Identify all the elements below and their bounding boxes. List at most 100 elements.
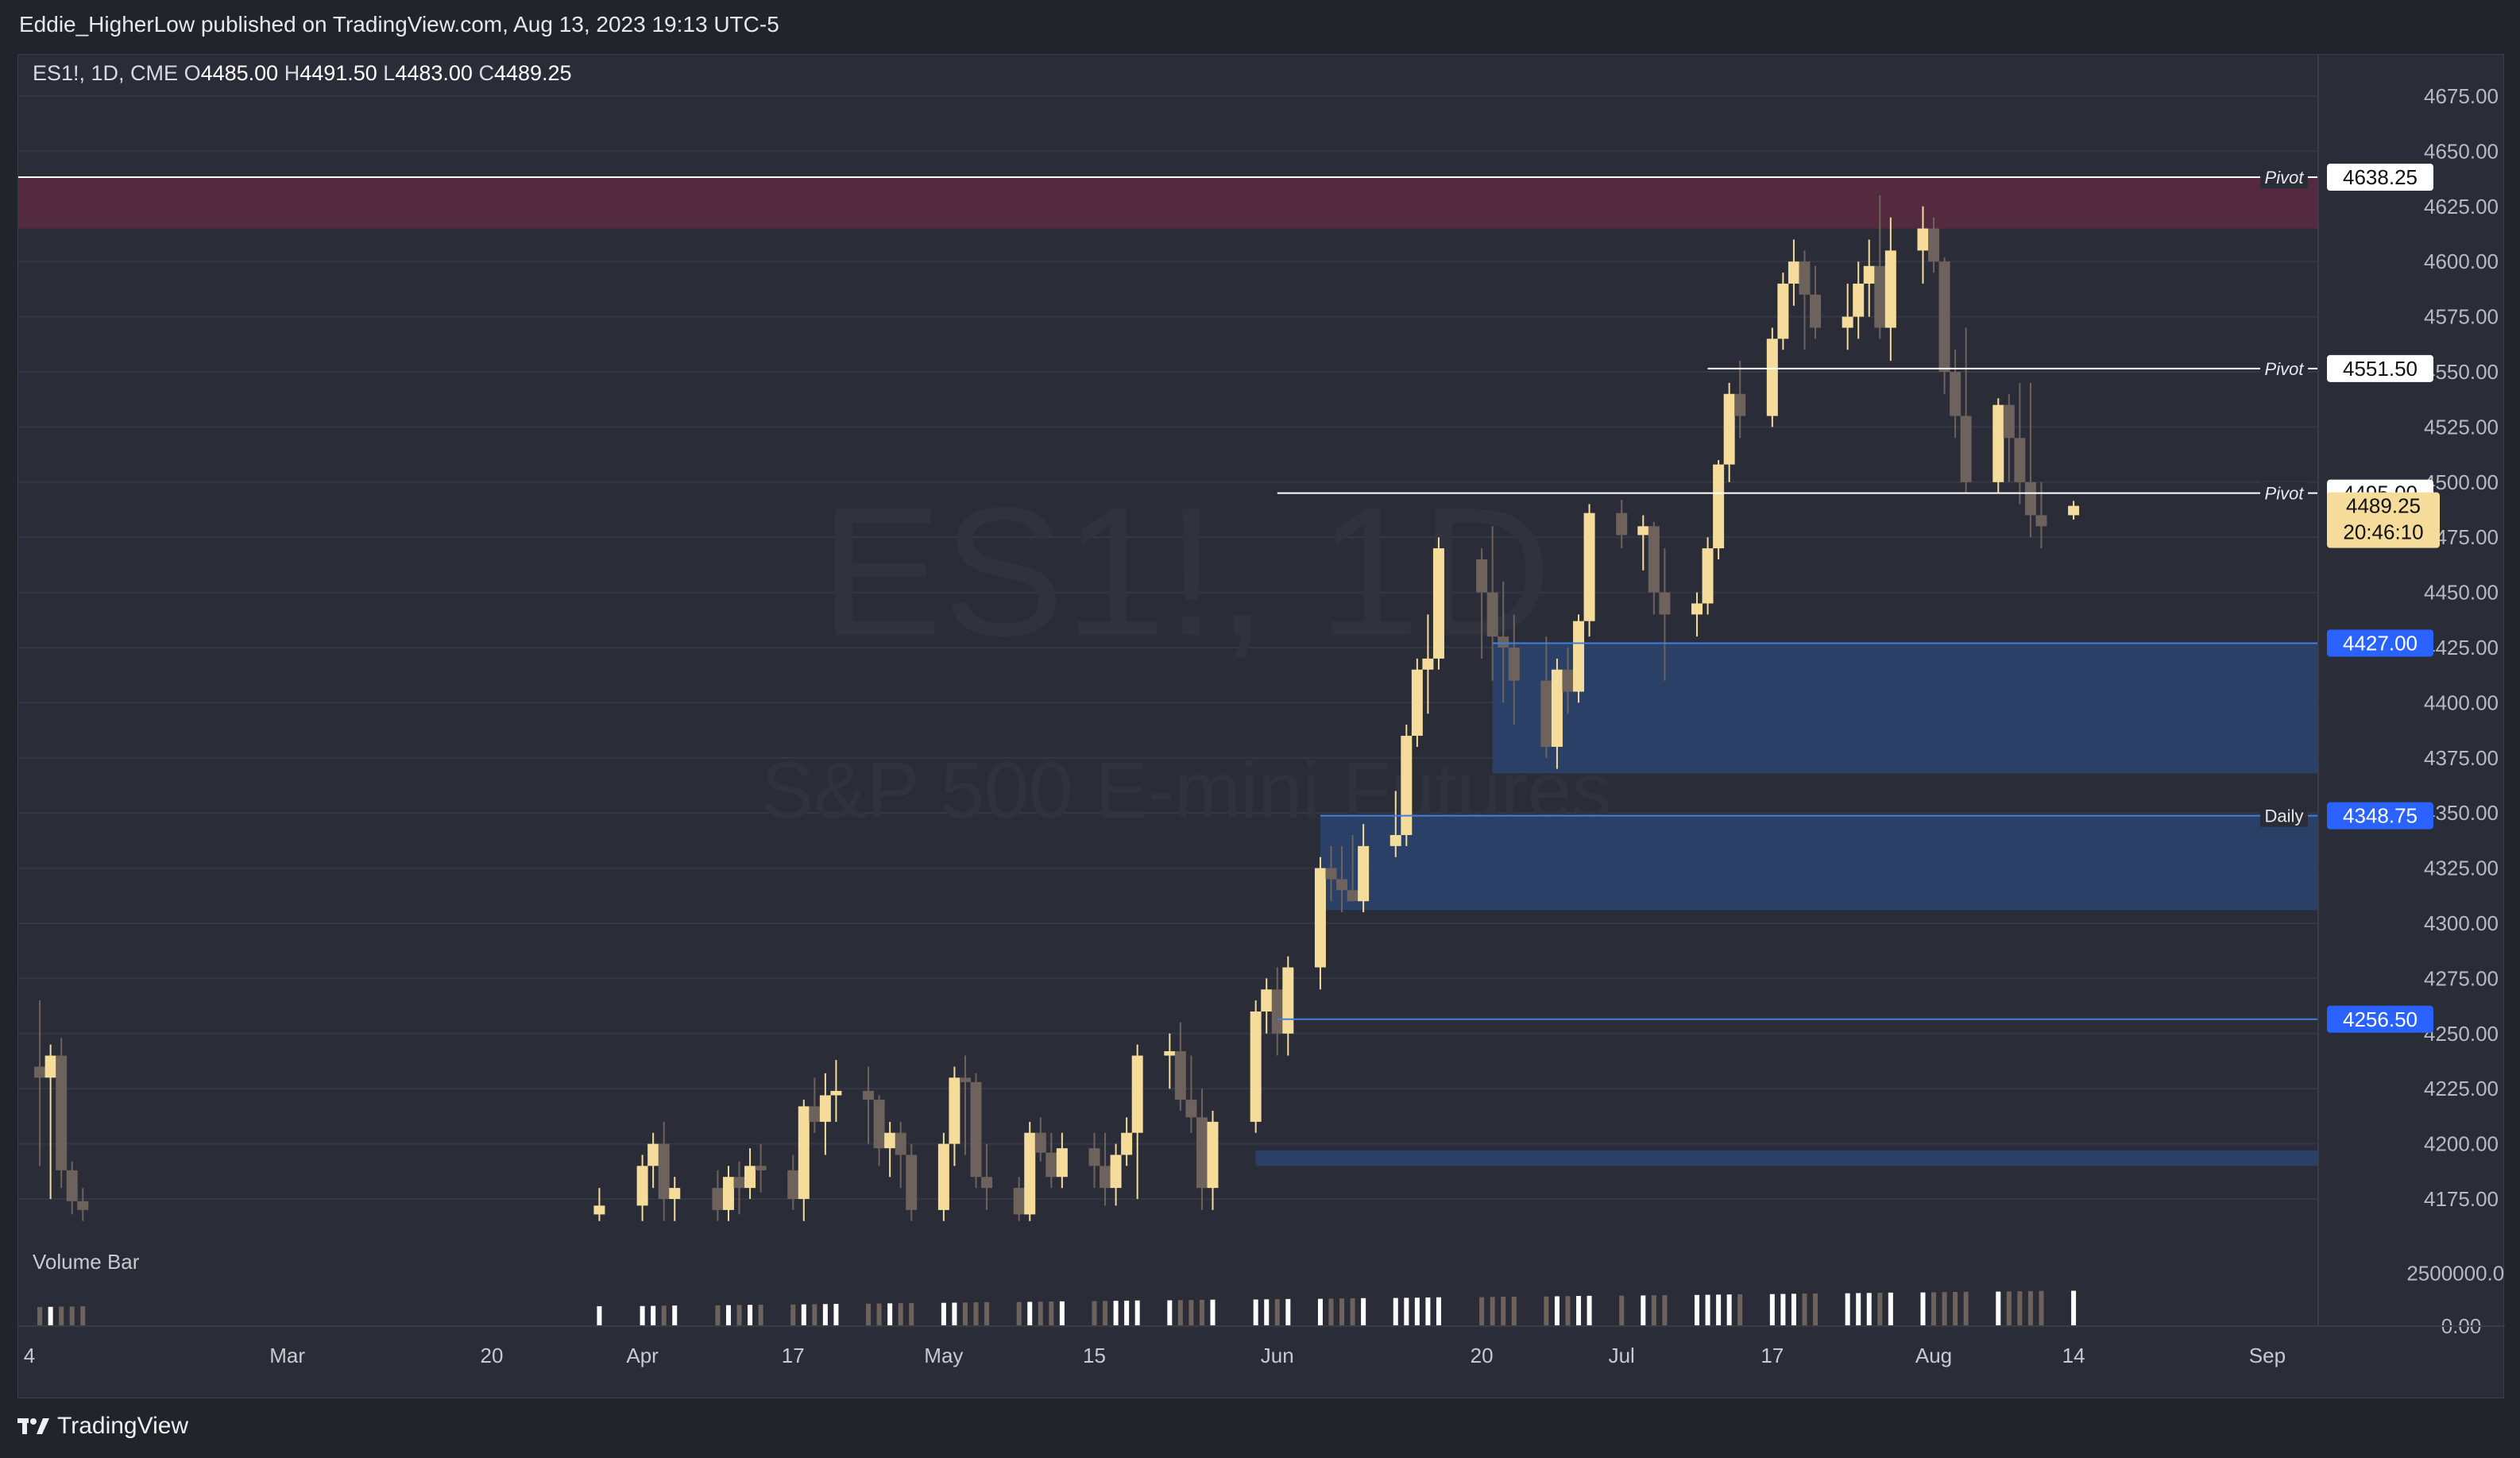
volume-bar [1027, 1301, 1033, 1326]
volume-bar [1425, 1297, 1431, 1326]
volume-bar [1780, 1294, 1786, 1326]
x-tick-label: 14 [2062, 1344, 2085, 1367]
candle-body [1734, 393, 1746, 416]
ohlc-legend-part: 4489.25 [494, 61, 572, 85]
volume-bar [1317, 1298, 1323, 1326]
candle-body [1088, 1148, 1100, 1166]
candle-body [1766, 338, 1778, 416]
level-price-label-bg [2327, 802, 2433, 830]
candle-body [44, 1055, 56, 1078]
volume-bar [790, 1304, 796, 1326]
candle-body [1583, 512, 1595, 621]
candle-body [1992, 404, 2004, 482]
volume-bar [1501, 1297, 1506, 1326]
candle-body [1131, 1055, 1143, 1133]
volume-bar [1856, 1293, 1861, 1326]
support-zone [1492, 643, 2318, 774]
volume-bar [1544, 1296, 1549, 1326]
level-price-label-bg [2327, 629, 2433, 657]
ohlc-legend-part: H [284, 61, 300, 85]
y-tick-label: 4625.00 [2424, 195, 2499, 219]
volume-bar [715, 1305, 721, 1326]
volume-bar [833, 1303, 839, 1326]
volume-bar [1210, 1299, 1216, 1326]
volume-bar [80, 1306, 86, 1326]
footer: TradingView [0, 1398, 2520, 1458]
y-tick-label: 4675.00 [2424, 84, 2499, 108]
volume-bar [1113, 1301, 1119, 1326]
candle-body [1282, 967, 1294, 1034]
chart-panel[interactable]: ES1!, 1D S&P 500 E-mini Futures Pivot Pivot… [17, 54, 2505, 1399]
candle-body [1874, 265, 1886, 328]
candle-body [66, 1170, 78, 1201]
volume-bar [1737, 1294, 1743, 1326]
candle-body [1389, 834, 1401, 846]
volume-bar [898, 1303, 903, 1326]
tradingview-logo[interactable]: TradingView [17, 1413, 188, 1440]
candle-body [2024, 481, 2036, 516]
ohlc-legend-part: ES1!, 1D, CME [33, 61, 184, 85]
x-tick-label: Jun [1261, 1344, 1294, 1367]
volume-bar [1188, 1300, 1194, 1326]
volume-bar [661, 1305, 667, 1326]
volume-bar [1038, 1301, 1043, 1326]
volume-bar [1059, 1301, 1065, 1326]
candle-body [1185, 1100, 1197, 1118]
volume-bar [941, 1302, 946, 1326]
volume-bar [1350, 1298, 1355, 1326]
y-tick-label: 4225.00 [2424, 1077, 2499, 1100]
candle-body [1250, 1011, 1262, 1122]
volume-bar [952, 1302, 957, 1326]
volume-bar [1802, 1294, 1807, 1326]
volume-bar [48, 1306, 53, 1326]
volume-bar [1716, 1294, 1722, 1326]
x-tick-label: Apr [626, 1344, 659, 1367]
volume-bar [1942, 1292, 1947, 1326]
volume-bar [909, 1302, 914, 1326]
volume-bar [1414, 1298, 1420, 1326]
volume-bar [1920, 1292, 1926, 1326]
volume-bar [1888, 1292, 1893, 1326]
y-tick-label: 4425.00 [2424, 636, 2499, 659]
candle-body [1325, 868, 1337, 880]
volume-bar [1866, 1293, 1872, 1326]
volume-bar [812, 1304, 817, 1326]
volume-bar [748, 1305, 753, 1326]
y-tick-label: 4200.00 [2424, 1132, 2499, 1156]
publish-info: Eddie_HigherLow published on TradingView… [19, 12, 779, 37]
candle-body [1056, 1148, 1068, 1178]
candle-body [895, 1132, 906, 1155]
volume-bar [876, 1303, 882, 1326]
x-tick-label: Jul [1609, 1344, 1635, 1367]
candle-body [712, 1188, 724, 1210]
candlestick-chart[interactable]: ES1!, 1DS&P 500 E-mini FuturesPivotPivot… [18, 55, 2505, 1399]
volume-pane-title: Volume Bar [33, 1250, 140, 1274]
tradingview-logo-icon [17, 1418, 49, 1434]
y-tick-label: 4650.00 [2424, 139, 2499, 163]
y-tick-label: 4525.00 [2424, 415, 2499, 439]
volume-bar [1651, 1295, 1656, 1326]
volume-bar [1662, 1295, 1668, 1326]
level-tag-bg [2260, 166, 2308, 189]
volume-bar [1726, 1294, 1732, 1326]
candle-body [1659, 592, 1671, 615]
volume-bar [1016, 1301, 1022, 1326]
candle-body [937, 1143, 949, 1210]
candle-body [1422, 658, 1434, 670]
volume-bar [1813, 1293, 1818, 1326]
volume-bar [1264, 1299, 1270, 1326]
x-tick-label: May [924, 1344, 963, 1367]
volume-bar [1565, 1296, 1571, 1326]
y-tick-label: 4325.00 [2424, 857, 2499, 880]
candle-body [1358, 845, 1370, 902]
volume-bar [2027, 1290, 2033, 1326]
volume-bar [1479, 1297, 1485, 1326]
volume-bar [822, 1304, 828, 1326]
volume-bar [1554, 1296, 1560, 1326]
volume-bar [1791, 1294, 1796, 1326]
level-tag: Daily [2265, 806, 2304, 826]
candle-body [1799, 261, 1811, 295]
candle-body [1121, 1132, 1133, 1155]
candle-body [1486, 592, 1498, 637]
candle-body [647, 1143, 659, 1166]
